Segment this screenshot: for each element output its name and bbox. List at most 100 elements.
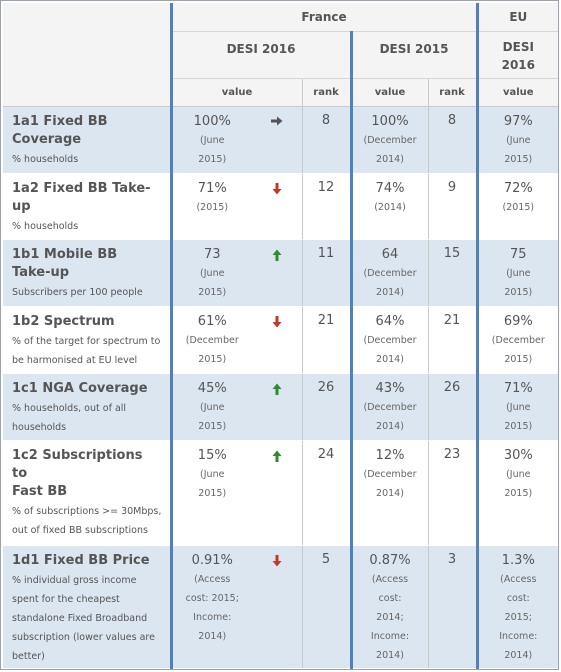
value-note: (December [363, 135, 417, 146]
value-note: 2015) [198, 488, 227, 499]
rank-desi-2015: 15 [427, 239, 478, 307]
value-number: 69% [503, 314, 533, 329]
indicator-name-line1: 1c2 Subscriptions to [12, 448, 143, 481]
value-note: (June [200, 135, 225, 146]
rank-desi-2015: 21 [427, 306, 478, 374]
value-number: 15% [197, 448, 227, 463]
value-desi-2015: 43% (December 2014) [349, 373, 428, 441]
value-number: 100% [193, 114, 231, 129]
rank-desi-2015: 3 [427, 545, 478, 669]
value-number: 97% [503, 114, 533, 129]
value-desi-2016: 100% (June 2015) [169, 106, 252, 174]
indicator-name-line2: Fast BB [12, 484, 68, 499]
header-france: France [169, 3, 478, 32]
value-note: 2014) [376, 287, 404, 298]
value-note: (June [506, 135, 531, 146]
trend-cell [252, 306, 302, 374]
value-note: 2015) [198, 421, 227, 432]
rank-desi-2015: 23 [427, 440, 478, 546]
value-note: (December [363, 402, 417, 413]
value-note: Income: [193, 612, 232, 623]
indicator-description: % households [12, 221, 79, 232]
value-note: 2015) [198, 354, 227, 365]
table-row-1c2: 1c2 Subscriptions to Fast BB % of subscri… [3, 440, 559, 546]
indicator-name-line1: 1b1 Mobile BB [12, 247, 118, 262]
table-row-1a1: 1a1 Fixed BB Coverage % households 100% (… [3, 106, 559, 174]
value-note: (June [200, 268, 225, 279]
value-note: (Access [371, 574, 409, 585]
value-desi-2015: 64 (December 2014) [349, 239, 428, 307]
down-arrow-icon [272, 316, 282, 328]
value-desi-2016: 71% (2015) [169, 173, 252, 240]
value-note: Income: [370, 631, 410, 642]
value-eu: 69% (December 2015) [475, 306, 559, 374]
header-desi-2016: DESI 2016 [169, 31, 351, 79]
indicator-description: % households [12, 154, 79, 165]
value-number: 74% [375, 181, 405, 196]
value-eu: 97% (June 2015) [475, 106, 559, 174]
value-number: 64% [375, 314, 405, 329]
value-note: 2015) [504, 287, 533, 298]
header-eu-desi-2016: DESI 2016 [475, 31, 559, 79]
value-note: (June [506, 402, 531, 413]
indicator-cell: 1a1 Fixed BB Coverage % households [3, 106, 171, 174]
value-note: (2015) [502, 202, 535, 213]
col-header-value-eu: value [475, 78, 559, 107]
value-desi-2016: 61% (December 2015) [169, 306, 252, 374]
table-row-1c1: 1c1 NGA Coverage % households, out of al… [3, 373, 559, 441]
rank-desi-2016: 26 [301, 373, 351, 441]
value-note: 2014) [376, 650, 404, 661]
indicator-name-line2: Take-up [12, 265, 70, 280]
value-number: 71% [197, 181, 227, 196]
value-note: (December [363, 469, 417, 480]
value-note: Income: [499, 631, 538, 642]
table-row-1b2: 1b2 Spectrum % of the target for spectru… [3, 306, 559, 374]
down-arrow-icon [272, 555, 282, 567]
value-note: 2015) [504, 421, 533, 432]
rank-desi-2016: 21 [301, 306, 351, 374]
header-desi-2015: DESI 2015 [349, 31, 478, 79]
table-row-1b1: 1b1 Mobile BB Take-up Subscribers per 100… [3, 239, 559, 307]
value-eu: 75 (June 2015) [475, 239, 559, 307]
value-eu: 72% (2015) [475, 173, 559, 240]
value-note: cost: [506, 593, 530, 604]
value-note: (Access [194, 574, 231, 585]
header-row-columns: value rank value rank value [3, 78, 559, 107]
col-header-rank-2015: rank [427, 78, 478, 107]
value-note: (December [363, 335, 417, 346]
value-number: 45% [197, 381, 227, 396]
indicator-name: 1b1 Mobile BB Take-up [12, 246, 162, 282]
value-note: 2015) [504, 354, 533, 365]
value-eu: 1.3% (Access cost: 2015; Income: 2014) [475, 545, 559, 669]
indicator-description: % of subscriptions >= 30Mbps, out of fix… [12, 506, 162, 536]
header-row-editions: DESI 2016 DESI 2015 DESI 2016 [3, 31, 559, 79]
down-arrow-icon [272, 183, 282, 195]
header-blank-cell [3, 3, 171, 107]
value-note: 2014) [376, 154, 404, 165]
value-number: 61% [197, 314, 227, 329]
trend-cell [252, 239, 302, 307]
trend-cell [252, 440, 302, 546]
trend-cell [252, 373, 302, 441]
value-note: (June [506, 469, 531, 480]
indicator-cell: 1c2 Subscriptions to Fast BB % of subscri… [3, 440, 171, 546]
value-note: (December [185, 335, 239, 346]
indicator-name: 1b2 Spectrum [12, 314, 115, 329]
col-header-value-2015: value [349, 78, 428, 107]
value-number: 0.91% [191, 553, 233, 568]
value-desi-2015: 0.87% (Access cost: 2014; Income: 2014) [349, 545, 428, 669]
value-note: (June [506, 268, 531, 279]
value-desi-2015: 12% (December 2014) [349, 440, 428, 546]
indicator-cell: 1a2 Fixed BB Take-up % households [3, 173, 171, 240]
indicator-name: 1c2 Subscriptions to Fast BB [12, 447, 162, 501]
rank-desi-2016: 11 [301, 239, 351, 307]
rank-desi-2016: 8 [301, 106, 351, 174]
desi-connectivity-table: France EU DESI 2016 DESI 2015 DESI 2016 … [3, 3, 559, 669]
indicator-name-line2: Coverage [12, 132, 82, 147]
indicator-description: % households, out of all households [12, 403, 127, 433]
value-note: 2014) [198, 631, 227, 642]
trend-cell [252, 173, 302, 240]
rank-desi-2015: 8 [427, 106, 478, 174]
table-row-1d1: 1d1 Fixed BB Price % individual gross in… [3, 545, 559, 669]
indicator-name-line2: up [12, 199, 31, 214]
